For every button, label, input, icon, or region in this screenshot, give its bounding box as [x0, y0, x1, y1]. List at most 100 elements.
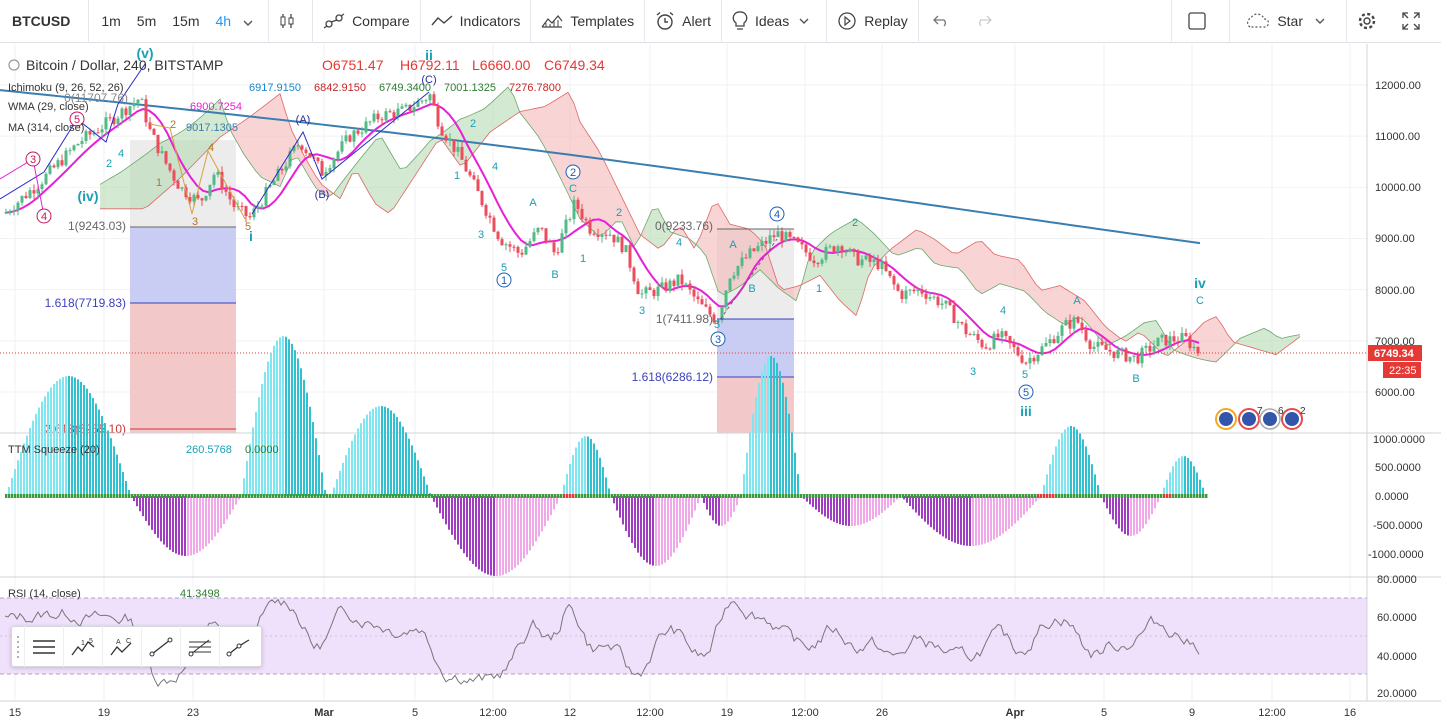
candles-icon: [280, 14, 294, 28]
candle-body: [656, 286, 660, 297]
ttm-dot: [602, 494, 605, 498]
alert-button[interactable]: Alert: [645, 0, 721, 43]
ttm-bar: [712, 496, 714, 521]
cloud-span-a: [99, 86, 1301, 363]
time-axis[interactable]: 15 19 23 Mar 5 12:00 12 12:00 19 12:00 2…: [9, 707, 1356, 719]
path-tool-button[interactable]: [219, 626, 258, 667]
ma-label: MA (314, close): [8, 122, 84, 134]
indicators-button[interactable]: Indicators: [421, 0, 531, 43]
chevron-down-icon[interactable]: [239, 13, 264, 29]
candle-body: [796, 237, 800, 242]
ttm-dot: [758, 494, 761, 498]
cloud-segment: [382, 137, 388, 213]
ttm-dot: [1130, 494, 1133, 498]
ttm-bar: [1157, 496, 1159, 503]
ttm-dot: [782, 494, 785, 498]
ttm-bar: [252, 427, 254, 496]
ttm-bar: [715, 496, 717, 524]
ttm-dot: [668, 494, 671, 498]
chart-style-button[interactable]: [269, 0, 312, 43]
chart-container[interactable]: 1(9243.03) 1.618(7719.83) 2.618(5255.10)…: [0, 44, 1441, 723]
ttm-dot: [563, 494, 566, 498]
redo-button[interactable]: [966, 0, 1009, 43]
candle-body: [888, 270, 892, 277]
ttm-dot: [344, 494, 347, 498]
candle-body: [648, 287, 652, 291]
templates-label: Templates: [570, 13, 635, 29]
ttm-dot: [1178, 494, 1181, 498]
expand-button[interactable]: [1394, 0, 1441, 43]
moving-averages: [0, 89, 1201, 356]
ideas-button[interactable]: Ideas: [722, 0, 826, 43]
undo-button[interactable]: [919, 0, 966, 43]
wave-label-iii: iii: [1020, 403, 1032, 419]
interval-1m[interactable]: 1m: [101, 13, 121, 29]
compare-button[interactable]: Compare: [313, 0, 420, 43]
interval-4h[interactable]: 4h: [215, 13, 232, 29]
ttm-bar: [655, 496, 657, 566]
replay-button[interactable]: Replay: [827, 0, 918, 43]
ttm-dot: [185, 494, 188, 498]
ttm-dot: [767, 494, 770, 498]
ttm-dot: [806, 494, 809, 498]
candle-body: [664, 282, 668, 291]
ttm-bar: [736, 496, 738, 506]
ttm-dot: [272, 494, 275, 498]
candle-body: [1088, 340, 1092, 349]
ttm-dot: [1100, 494, 1103, 498]
ttm-dot: [368, 494, 371, 498]
cloud-segment: [808, 249, 814, 282]
star-button[interactable]: Star: [1230, 0, 1346, 43]
cloud-segment: [370, 139, 376, 205]
ttm-bar: [893, 496, 895, 503]
drag-handle-icon[interactable]: [12, 626, 24, 667]
ttm-bar: [372, 408, 374, 496]
settings-button[interactable]: [1347, 0, 1394, 43]
fullscreen-square-button[interactable]: [1172, 0, 1229, 43]
candle-body: [652, 290, 656, 297]
fib-tool-button[interactable]: [180, 626, 219, 667]
wave-num-2: 2: [106, 158, 112, 170]
ttm-dot: [458, 494, 461, 498]
fib-label: 0(11707.76): [64, 91, 128, 105]
templates-button[interactable]: Templates: [531, 0, 644, 43]
ttm-bar: [1094, 474, 1096, 496]
candle-body: [280, 168, 284, 171]
replay-label: Replay: [864, 13, 908, 29]
trend-line-tool-button[interactable]: [141, 626, 180, 667]
ttm-bar: [448, 496, 450, 530]
price-chart[interactable]: 1(9243.03) 1.618(7719.83) 2.618(5255.10)…: [0, 44, 1441, 723]
candle-body: [584, 219, 588, 221]
candle-body: [832, 246, 836, 253]
ttm-dot: [68, 494, 71, 498]
wave-abc-C-paren: (C): [421, 74, 436, 86]
ttm-dot: [50, 494, 53, 498]
ttm-dot: [428, 494, 431, 498]
ttm-bar: [945, 496, 947, 539]
ttm-dot: [461, 494, 464, 498]
fib-levels: 1(9243.03) 1.618(7719.83) 2.618(5255.10)…: [45, 91, 794, 436]
ttm-dot: [710, 494, 713, 498]
symbol-search[interactable]: BTCUSD: [12, 13, 71, 29]
ttm-dot: [698, 494, 701, 498]
menu-tool-button[interactable]: [24, 626, 63, 667]
ttm-dot: [329, 494, 332, 498]
time-tick: 19: [721, 707, 733, 719]
price-axis[interactable]: 12000.00 11000.00 10000.00 9000.00 8000.…: [1368, 80, 1425, 700]
candle-body: [820, 259, 824, 264]
interval-5m[interactable]: 5m: [136, 13, 157, 29]
candle-body: [572, 199, 576, 220]
ttm-bar: [1011, 496, 1013, 527]
ttm-bar: [193, 496, 195, 555]
ttm-bar: [761, 371, 763, 496]
ttm-bar: [646, 496, 648, 563]
interval-15m[interactable]: 15m: [172, 13, 200, 29]
ttm-bar: [830, 496, 832, 521]
ttm-dot: [161, 494, 164, 498]
candle-body: [168, 163, 172, 171]
wave-circle-4: 4: [774, 209, 780, 221]
ttm-bar: [649, 496, 651, 565]
candle-body: [116, 118, 120, 125]
